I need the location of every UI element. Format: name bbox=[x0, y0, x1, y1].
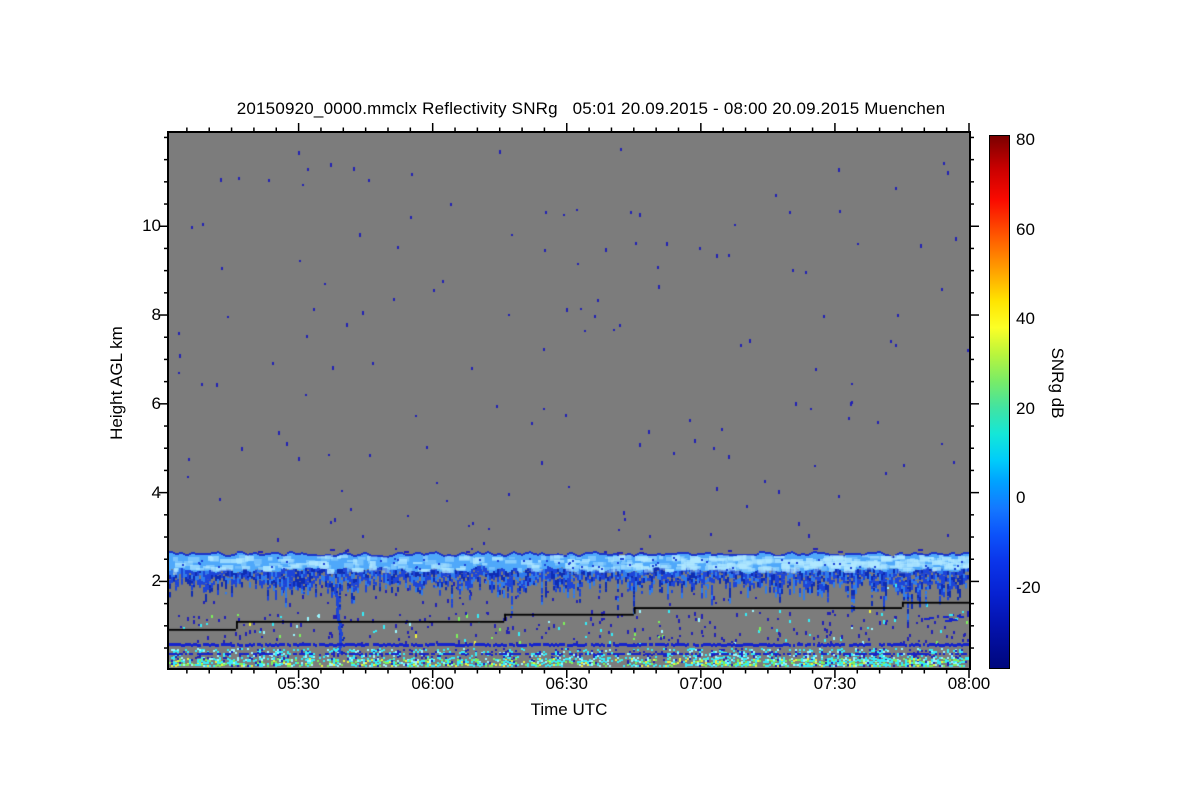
colorbar-gradient bbox=[990, 136, 1009, 668]
x-tick-label: 05:30 bbox=[277, 674, 320, 693]
colorbar bbox=[989, 135, 1010, 669]
colorbar-tick-label: 40 bbox=[1016, 309, 1035, 329]
y-tick-label: 10 bbox=[142, 216, 161, 236]
colorbar-tick-label: 20 bbox=[1016, 398, 1035, 418]
reflectivity-heatmap bbox=[169, 133, 969, 668]
y-tick-label: 4 bbox=[151, 482, 161, 502]
colorbar-tick-label: -20 bbox=[1016, 577, 1041, 597]
colorbar-tick-label: 0 bbox=[1016, 488, 1026, 508]
y-axis-label: Height AGL km bbox=[107, 326, 126, 440]
x-tick-label: 07:00 bbox=[679, 674, 723, 693]
colorbar-label: SNRg dB bbox=[1048, 347, 1067, 419]
y-tick-label: 2 bbox=[151, 571, 161, 591]
x-tick-label: 06:30 bbox=[545, 674, 589, 693]
x-axis-label: Time UTC bbox=[530, 700, 608, 719]
y-tick-label: 6 bbox=[151, 393, 161, 413]
x-tick-label: 06:00 bbox=[411, 674, 454, 693]
x-tick-label: 07:30 bbox=[813, 674, 857, 693]
colorbar-tick-label: 80 bbox=[1016, 130, 1035, 150]
x-tick-label: 08:00 bbox=[947, 674, 991, 693]
plot-title: 20150920_0000.mmclx Reflectivity SNRg 05… bbox=[236, 99, 946, 118]
colorbar-tick-label: 60 bbox=[1016, 219, 1035, 239]
y-tick-label: 8 bbox=[151, 305, 161, 325]
